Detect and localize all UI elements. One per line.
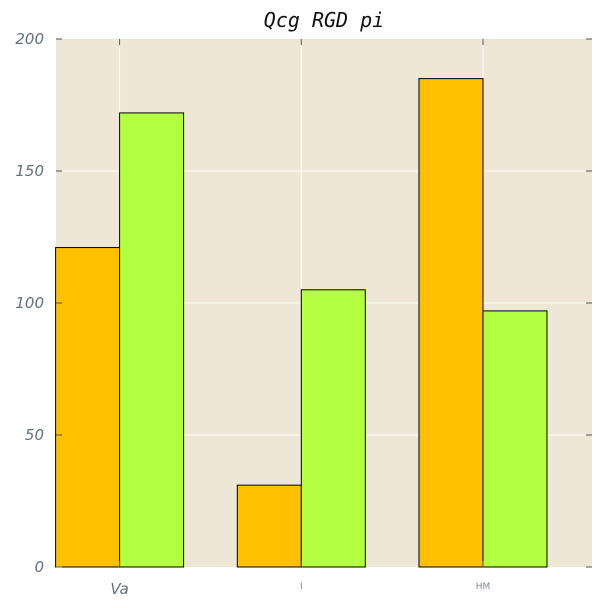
x-tick-label: HM	[476, 582, 491, 592]
bar-series-2-I	[300, 289, 366, 568]
bar-series-2-HM	[482, 310, 548, 568]
x-tick-label: I	[300, 582, 303, 592]
bar-series-2-Va	[119, 112, 185, 568]
bar-series-1-I	[236, 484, 302, 568]
bars-layer	[55, 78, 548, 568]
y-tick-label: 50	[25, 426, 44, 444]
x-tick-label: Va	[110, 580, 129, 598]
bar-series-1-HM	[418, 78, 484, 568]
ticks-layer: 0 50 100 150 200 Va I HM	[15, 30, 592, 598]
chart-title: Qcg RGD pi	[264, 8, 384, 32]
y-tick-label: 0	[34, 558, 44, 576]
bar-series-1-Va	[55, 247, 121, 568]
y-tick-label: 100	[15, 294, 44, 312]
y-tick-label: 200	[15, 30, 44, 48]
y-tick-label: 150	[15, 162, 44, 180]
